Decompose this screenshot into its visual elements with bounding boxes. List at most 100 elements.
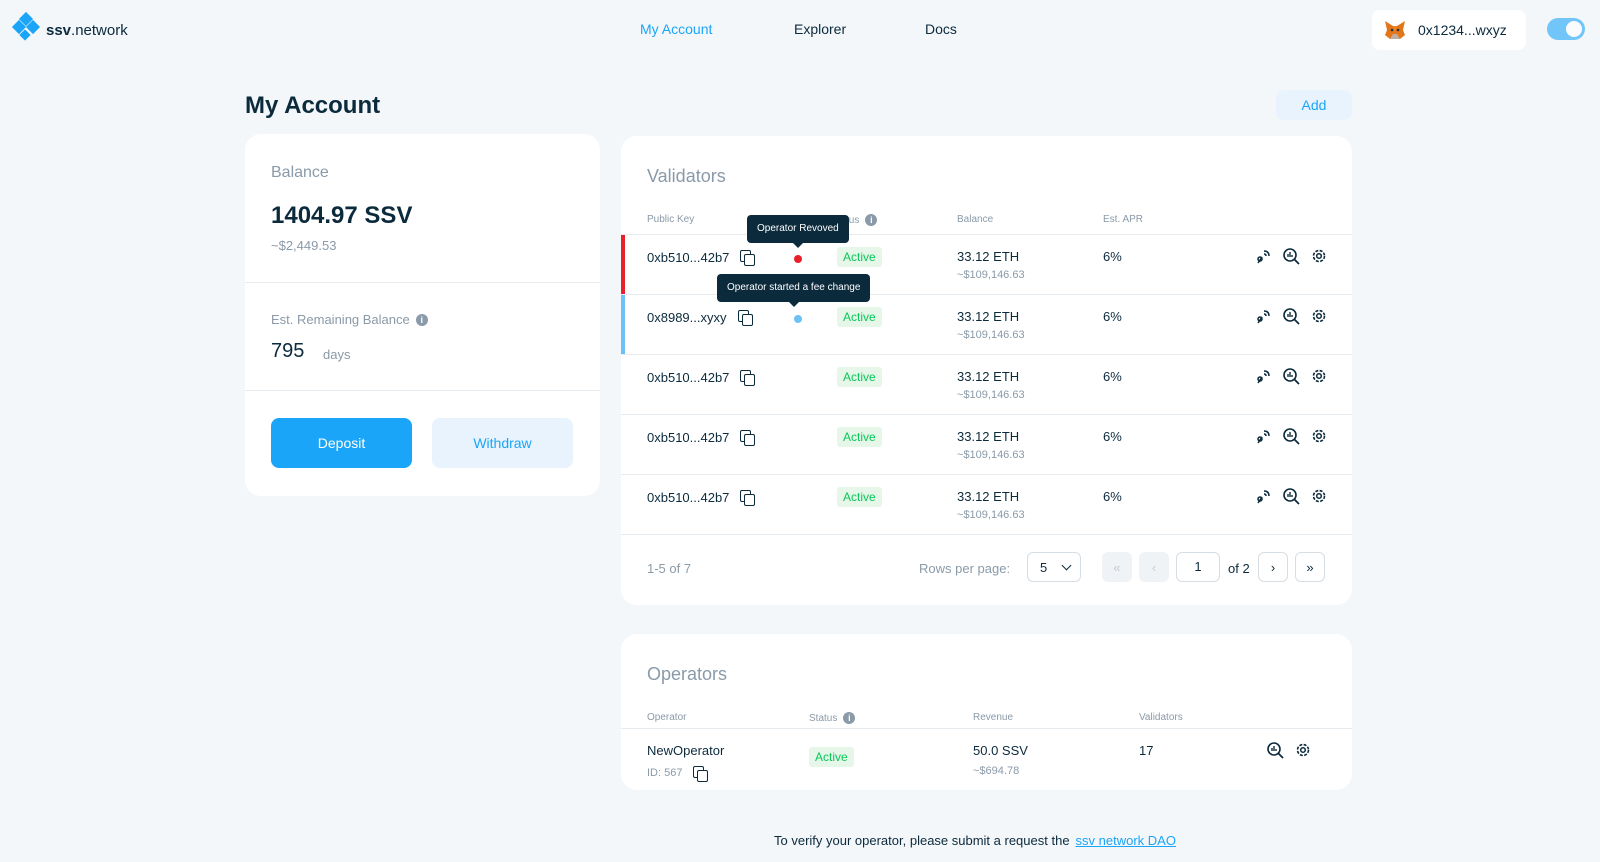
pagination-range: 1-5 of 7 — [647, 561, 692, 576]
public-key: 0xb510...42b7 — [647, 369, 756, 386]
col-public-key: Public Key — [647, 214, 695, 225]
divider — [245, 282, 600, 283]
prev-page-button[interactable]: ‹ — [1139, 552, 1169, 582]
table-row[interactable]: 0xb510...42b7 Active 33.12 ETH ~$109,146.63… — [621, 234, 1352, 295]
status-badge: Active — [837, 427, 882, 447]
balance-amount: 1404.97 SSV — [271, 202, 413, 229]
copy-icon[interactable] — [692, 765, 709, 782]
nav-explorer[interactable]: Explorer — [794, 21, 847, 37]
operator-id: ID: 567 — [647, 765, 709, 782]
table-row[interactable]: 0xb510...42b7 Active 33.12 ETH ~$109,146.63… — [621, 414, 1352, 474]
dao-link[interactable]: ssv network DAO — [1075, 833, 1176, 848]
balance-fiat: ~$2,449.53 — [271, 238, 337, 253]
gear-icon[interactable] — [1310, 367, 1328, 385]
row-actions — [1266, 741, 1312, 759]
rows-per-page-select[interactable]: 5 — [1027, 552, 1081, 582]
col-balance: Balance — [957, 214, 994, 225]
validator-balance-usd: ~$109,146.63 — [957, 329, 1025, 341]
first-page-button[interactable]: « — [1102, 552, 1132, 582]
status-badge: Active — [809, 747, 854, 767]
status-badge: Active — [837, 487, 882, 507]
gear-icon[interactable] — [1310, 427, 1328, 445]
table-row[interactable]: 0xb510...42b7 Active 33.12 ETH ~$109,146.63… — [621, 354, 1352, 414]
gear-icon[interactable] — [1310, 307, 1328, 325]
footer-note: To verify your operator, please submit a… — [774, 833, 1176, 848]
beacon-chain-icon[interactable] — [1254, 367, 1272, 385]
nav-docs[interactable]: Docs — [925, 21, 957, 37]
copy-icon[interactable] — [739, 489, 756, 506]
col-status: Status i — [809, 712, 856, 724]
rows-per-page-label: Rows per page: — [919, 561, 1011, 576]
toggle-knob — [1566, 21, 1582, 37]
page-number-input[interactable]: 1 — [1176, 552, 1220, 582]
next-page-button[interactable]: › — [1258, 552, 1288, 582]
copy-icon[interactable] — [739, 429, 756, 446]
tooltip-fee-change: Operator started a fee change — [717, 274, 871, 307]
operators-title: Operators — [647, 664, 728, 684]
remaining-balance-label: Est. Remaining Balance i — [271, 312, 428, 327]
info-icon[interactable]: i — [415, 313, 428, 326]
row-actions — [1254, 487, 1328, 505]
theme-toggle[interactable] — [1547, 18, 1585, 40]
copy-icon[interactable] — [737, 309, 753, 326]
public-key: 0x8989...xyxy — [647, 309, 753, 326]
validator-apr: 6% — [1103, 369, 1122, 384]
row-actions — [1254, 367, 1328, 385]
beacon-chain-icon[interactable] — [1254, 427, 1272, 445]
table-row[interactable]: 0x8989...xyxy Active 33.12 ETH ~$109,146.63… — [621, 294, 1352, 355]
operator-revenue-usd: ~$694.78 — [973, 765, 1020, 777]
row-actions — [1254, 247, 1328, 265]
col-revenue: Revenue — [973, 712, 1014, 723]
validator-balance-usd: ~$109,146.63 — [957, 269, 1025, 281]
gear-icon[interactable] — [1310, 247, 1328, 265]
explorer-icon[interactable] — [1282, 427, 1300, 445]
beacon-chain-icon[interactable] — [1254, 307, 1272, 325]
validators-title: Validators — [647, 166, 726, 186]
validator-balance: 33.12 ETH — [957, 309, 1020, 324]
copy-icon[interactable] — [739, 369, 756, 386]
col-operator: Operator — [647, 712, 687, 723]
balance-label: Balance — [271, 164, 329, 181]
page-title: My Account — [245, 92, 381, 119]
info-icon[interactable]: i — [843, 712, 856, 724]
wallet-address: 0x1234...wxyz — [1418, 22, 1507, 38]
withdraw-button[interactable]: Withdraw — [432, 418, 573, 468]
status-badge: Active — [837, 367, 882, 387]
gear-icon[interactable] — [1310, 487, 1328, 505]
info-icon[interactable]: i — [865, 214, 878, 226]
beacon-chain-icon[interactable] — [1254, 487, 1272, 505]
validator-apr: 6% — [1103, 429, 1122, 444]
last-page-button[interactable]: » — [1295, 552, 1325, 582]
operator-name: NewOperator — [647, 743, 725, 758]
explorer-icon[interactable] — [1282, 367, 1300, 385]
wallet-button[interactable]: 0x1234...wxyz — [1372, 10, 1526, 50]
row-actions — [1254, 427, 1328, 445]
public-key: 0xb510...42b7 — [647, 489, 756, 506]
table-row[interactable]: NewOperator ID: 567 Active 50.0 SSV ~$69… — [621, 728, 1352, 790]
table-row[interactable]: 0xb510...42b7 Active 33.12 ETH ~$109,146.63… — [621, 474, 1352, 534]
balance-card: Balance 1404.97 SSV ~$2,449.53 Est. Rema… — [245, 134, 600, 496]
logo[interactable]: ssv.network — [11, 11, 128, 46]
deposit-button[interactable]: Deposit — [271, 418, 412, 468]
col-validators: Validators — [1139, 712, 1183, 723]
gear-icon[interactable] — [1294, 741, 1312, 759]
add-button[interactable]: Add — [1276, 90, 1352, 120]
explorer-icon[interactable] — [1282, 247, 1300, 265]
operator-status-dot[interactable] — [794, 315, 802, 323]
operator-status-dot[interactable] — [794, 255, 802, 263]
nav-my-account[interactable]: My Account — [640, 21, 713, 37]
metamask-fox-icon — [1385, 21, 1405, 39]
explorer-icon[interactable] — [1282, 487, 1300, 505]
public-key: 0xb510...42b7 — [647, 249, 756, 266]
beacon-chain-icon[interactable] — [1254, 247, 1272, 265]
status-badge: Active — [837, 307, 882, 327]
chevron-down-icon — [1061, 560, 1072, 571]
copy-icon[interactable] — [739, 249, 756, 266]
operators-card: Operators Operator Status i Revenue Valid… — [621, 634, 1352, 790]
public-key: 0xb510...42b7 — [647, 429, 756, 446]
explorer-icon[interactable] — [1282, 307, 1300, 325]
explorer-icon[interactable] — [1266, 741, 1284, 759]
row-actions — [1254, 307, 1328, 325]
validator-balance: 33.12 ETH — [957, 489, 1020, 504]
ssv-logo-icon — [11, 11, 41, 46]
